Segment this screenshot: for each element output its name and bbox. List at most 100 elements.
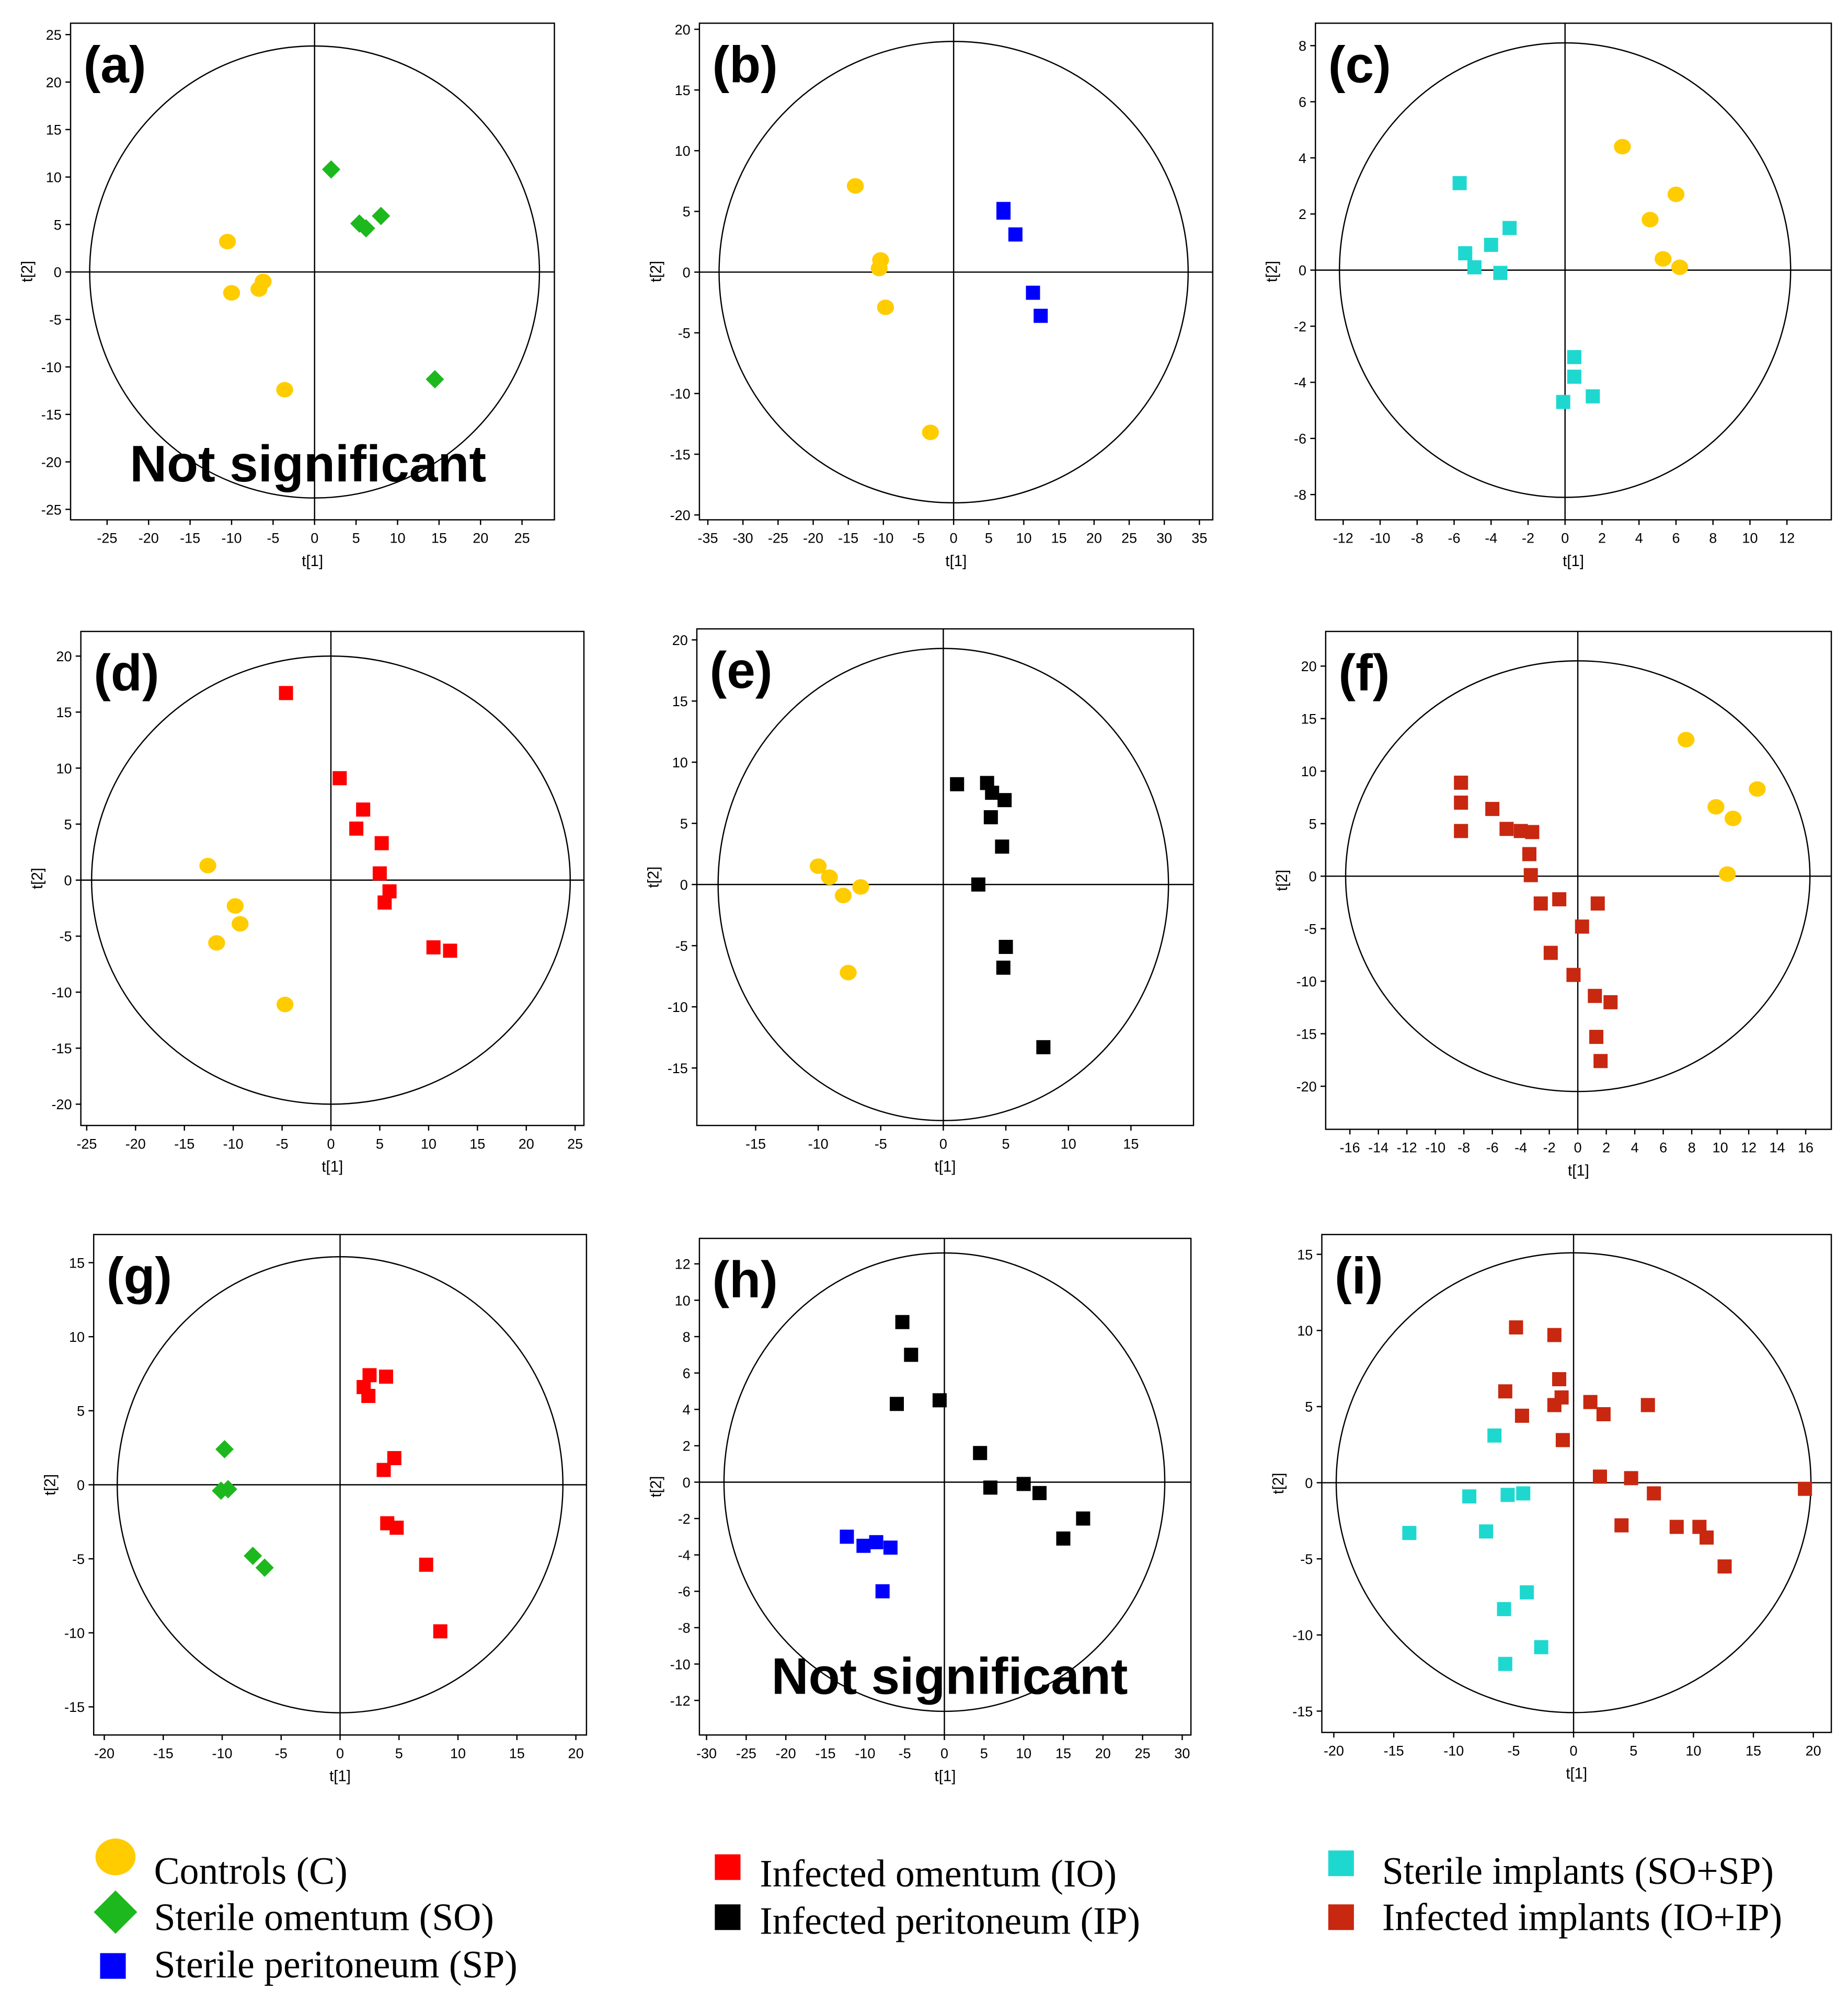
data-point: [834, 888, 852, 904]
data-point: [1522, 847, 1536, 861]
y-tick-label: 25: [46, 27, 62, 43]
data-point: [998, 939, 1013, 954]
data-point: [1552, 892, 1567, 906]
data-point: [1487, 1428, 1502, 1443]
data-point: [1543, 946, 1558, 960]
x-tick-label: 10: [1061, 1136, 1076, 1152]
y-tick-label: -10: [51, 985, 72, 1000]
y-tick-label: 0: [54, 264, 62, 280]
data-point: [1509, 1320, 1523, 1334]
y-tick-label: -10: [670, 386, 691, 402]
x-tick-label: 2: [1598, 531, 1606, 546]
x-tick-label: -10: [223, 1136, 244, 1152]
x-tick-label: 5: [352, 531, 360, 546]
data-point: [208, 935, 225, 951]
x-tick-label: -20: [803, 531, 823, 546]
y-axis-title: t[2]: [647, 261, 664, 282]
data-point: [1493, 266, 1508, 280]
y-tick-label: -20: [51, 1097, 72, 1112]
y-tick-label: 10: [56, 761, 72, 776]
x-tick-label: 10: [1016, 531, 1031, 546]
legend-marker-square-icon: [1328, 1904, 1354, 1930]
x-tick-label: -6: [1486, 1140, 1499, 1156]
y-tick-label: 20: [675, 22, 691, 38]
y-tick-label: 10: [1297, 1323, 1313, 1339]
panel-label: (g): [107, 1247, 172, 1305]
data-point: [279, 686, 293, 700]
y-tick-label: 10: [675, 143, 691, 159]
data-point: [983, 810, 998, 824]
data-point: [1567, 370, 1581, 384]
x-tick-label: -15: [1384, 1743, 1404, 1758]
x-tick-label: 14: [1770, 1140, 1785, 1156]
y-axis-title: t[2]: [18, 261, 36, 282]
y-tick-label: -4: [1294, 375, 1306, 390]
x-tick-label: -4: [1514, 1140, 1527, 1156]
y-tick-label: -5: [72, 1551, 85, 1567]
x-tick-label: -2: [1543, 1140, 1556, 1156]
data-point: [1566, 968, 1581, 982]
data-point: [1497, 1602, 1511, 1616]
x-axis-title: t[1]: [945, 553, 967, 570]
x-tick-label: -25: [736, 1745, 756, 1761]
x-tick-label: 30: [1156, 531, 1172, 546]
data-point: [1485, 802, 1500, 816]
data-point: [372, 866, 387, 881]
y-tick-label: -6: [1294, 431, 1306, 447]
y-tick-label: -25: [41, 502, 62, 517]
x-tick-label: -12: [1333, 531, 1353, 546]
x-tick-label: -10: [808, 1136, 829, 1152]
y-tick-label: -15: [64, 1699, 85, 1715]
data-point: [226, 898, 244, 914]
data-point: [877, 300, 894, 315]
y-tick-label: -10: [64, 1626, 85, 1641]
x-tick-label: -20: [139, 531, 159, 546]
legend-label: Infected implants (IO+IP): [1382, 1895, 1782, 1938]
data-point: [1583, 1395, 1598, 1409]
data-point: [1498, 1656, 1512, 1671]
x-tick-label: 12: [1741, 1140, 1757, 1156]
x-tick-label: 35: [1191, 531, 1207, 546]
y-tick-label: 0: [1309, 869, 1317, 884]
data-point: [387, 1451, 401, 1465]
hotelling-ellipse: [718, 41, 1189, 504]
data-point: [1523, 868, 1538, 882]
data-point: [1671, 259, 1689, 275]
legend-marker-circle-icon: [95, 1838, 136, 1876]
data-point: [426, 370, 444, 389]
y-tick-label: 10: [1301, 764, 1317, 779]
y-tick-label: 4: [1299, 151, 1306, 166]
y-tick-label: -15: [670, 447, 691, 463]
x-tick-label: 10: [389, 531, 405, 546]
panel-f: -16 -14 -12 -10 -8 -6 -4 -2 0 2 4 6 8 10 12 14 16-20-15-…: [1273, 630, 1832, 1179]
series-C: [219, 234, 293, 398]
x-tick-label: -15: [180, 531, 200, 546]
data-point: [973, 1446, 988, 1460]
data-point: [840, 964, 857, 981]
y-tick-label: 10: [69, 1329, 85, 1345]
data-point: [1552, 1372, 1567, 1387]
y-tick-label: 15: [56, 705, 72, 720]
data-point: [1032, 1486, 1047, 1500]
data-point: [1614, 139, 1631, 155]
data-point: [889, 1397, 904, 1411]
panel-c: -12 -10 -8 -6 -4 -2 0 2 4 6 8 10 12 -8 -6 -4 -2 0 2 4 6 8 t[1]…: [1264, 22, 1832, 570]
series-IO: [357, 1368, 447, 1639]
y-tick-label: -5: [49, 312, 62, 328]
x-tick-label: -30: [696, 1745, 717, 1761]
x-tick-label: -30: [733, 531, 753, 546]
data-point: [1467, 260, 1482, 274]
data-point: [895, 1315, 910, 1329]
data-point: [361, 1389, 376, 1403]
y-tick-label: -5: [675, 938, 688, 954]
x-tick-label: -20: [1324, 1743, 1344, 1758]
plot-frame: [1325, 630, 1832, 1130]
y-tick-label: 0: [680, 877, 688, 893]
y-tick-label: 0: [1305, 1475, 1313, 1491]
data-point: [1593, 1469, 1608, 1484]
data-point: [883, 1540, 898, 1555]
data-point: [846, 178, 864, 194]
y-tick-label: 8: [683, 1329, 691, 1345]
y-tick-label: 20: [672, 632, 688, 648]
x-tick-label: -14: [1368, 1140, 1388, 1156]
